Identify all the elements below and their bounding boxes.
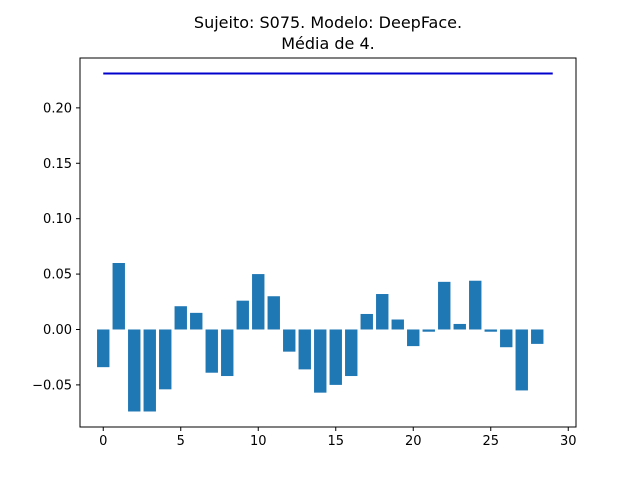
x-tick-label: 0	[99, 434, 107, 449]
bar-8	[221, 329, 234, 377]
bar-26	[500, 329, 513, 348]
plot-frame	[79, 57, 577, 428]
bar-2	[128, 329, 141, 412]
x-tick-label: 15	[327, 434, 344, 449]
bar-20	[407, 329, 420, 347]
bar-23	[453, 323, 466, 330]
bar-3	[143, 329, 156, 412]
bar-9	[236, 300, 249, 330]
y-tick-label: 0.15	[43, 157, 72, 172]
bar-0	[97, 329, 110, 368]
bar-19	[391, 319, 404, 330]
x-tick-label: 25	[482, 434, 499, 449]
y-axis: −0.05 0.00 0.05 0.10 0.15 0.20	[32, 101, 80, 393]
y-tick-label: 0.05	[43, 268, 72, 283]
x-axis: 0 5 10 15 20 25 30	[99, 427, 577, 449]
bar-14	[314, 329, 327, 393]
y-tick-label: 0.00	[43, 323, 72, 338]
bar-18	[376, 294, 389, 330]
bar-12	[283, 329, 296, 352]
bar-27	[515, 329, 528, 391]
bar-7	[205, 329, 218, 373]
y-tick-label: 0.10	[43, 212, 72, 227]
bar-6	[190, 312, 203, 330]
bar-15	[329, 329, 342, 385]
bar-11	[267, 296, 280, 330]
bar-13	[298, 329, 311, 370]
x-tick-label: 10	[250, 434, 267, 449]
chart-title: Sujeito: S075. Modelo: DeepFace.	[194, 13, 462, 32]
bar-21	[422, 329, 435, 332]
bar-10	[252, 274, 265, 330]
bar-5	[174, 306, 187, 330]
x-tick-label: 20	[405, 434, 422, 449]
bar-16	[345, 329, 358, 377]
bars-group	[97, 263, 544, 412]
bar-17	[360, 313, 373, 330]
bar-28	[531, 329, 544, 344]
x-tick-label: 5	[177, 434, 185, 449]
y-tick-label: −0.05	[32, 378, 72, 393]
bar-24	[469, 280, 482, 330]
chart-subtitle: Média de 4.	[281, 34, 375, 53]
bar-4	[159, 329, 172, 390]
bar-25	[484, 329, 497, 332]
y-tick-label: 0.20	[43, 101, 72, 116]
bar-1	[112, 263, 125, 330]
bar-22	[438, 281, 451, 330]
x-tick-label: 30	[560, 434, 577, 449]
